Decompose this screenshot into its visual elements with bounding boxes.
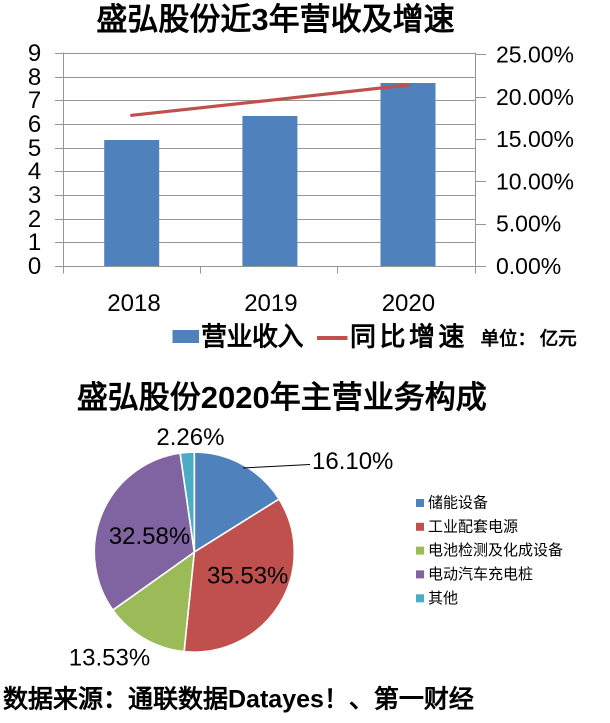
svg-text:20.00%: 20.00% xyxy=(496,84,574,110)
svg-text:电池检测及化成设备: 电池检测及化成设备 xyxy=(428,542,563,559)
svg-text:10.00%: 10.00% xyxy=(496,168,574,194)
svg-text:3: 3 xyxy=(28,182,41,209)
svg-text:电动汽车充电桩: 电动汽车充电桩 xyxy=(428,566,533,583)
svg-text:盛弘股份2020年主营业务构成: 盛弘股份2020年主营业务构成 xyxy=(77,380,487,415)
svg-text:8: 8 xyxy=(28,64,41,91)
svg-text:6: 6 xyxy=(28,111,41,138)
svg-text:5.00%: 5.00% xyxy=(496,211,561,237)
svg-text:7: 7 xyxy=(28,87,41,114)
svg-text:4: 4 xyxy=(28,158,41,185)
svg-text:16.10%: 16.10% xyxy=(312,448,393,475)
svg-text:储能设备: 储能设备 xyxy=(428,495,488,512)
svg-text:32.58%: 32.58% xyxy=(109,523,190,550)
svg-text:2.26%: 2.26% xyxy=(156,424,224,451)
svg-text:2018: 2018 xyxy=(107,290,160,317)
svg-text:0: 0 xyxy=(28,253,41,280)
svg-text:其他: 其他 xyxy=(428,590,458,607)
svg-text:0.00%: 0.00% xyxy=(496,253,561,279)
svg-text:盛弘股份近3年营收及增速: 盛弘股份近3年营收及增速 xyxy=(96,2,454,37)
svg-text:数据来源：通联数据Datayes！、第一财经: 数据来源：通联数据Datayes！、第一财经 xyxy=(3,685,474,714)
svg-text:35.53%: 35.53% xyxy=(207,563,288,590)
svg-text:2019: 2019 xyxy=(244,290,297,317)
svg-text:同比增速: 同比增速 xyxy=(350,322,468,352)
svg-text:9: 9 xyxy=(28,40,41,67)
svg-text:2: 2 xyxy=(28,206,41,233)
svg-text:15.00%: 15.00% xyxy=(496,126,574,152)
svg-text:单位： 亿元: 单位： 亿元 xyxy=(481,328,578,349)
svg-text:25.00%: 25.00% xyxy=(496,42,574,68)
svg-text:13.53%: 13.53% xyxy=(69,645,150,672)
svg-text:工业配套电源: 工业配套电源 xyxy=(428,518,518,535)
svg-text:2020: 2020 xyxy=(382,290,435,317)
svg-text:1: 1 xyxy=(28,229,41,256)
svg-text:5: 5 xyxy=(28,135,41,162)
svg-text:营业收入: 营业收入 xyxy=(201,322,304,352)
